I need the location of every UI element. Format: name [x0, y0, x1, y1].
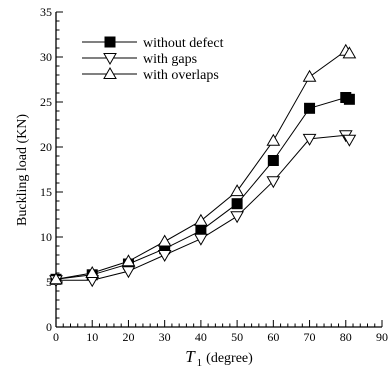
legend-item-with-gaps: with gaps: [82, 52, 197, 67]
x-tick-label: 80: [340, 330, 352, 344]
series-without-defect: [50, 92, 355, 285]
y-tick-label: 35: [40, 5, 52, 19]
y-tick-label: 0: [46, 320, 52, 334]
data-point-with-overlaps: [85, 265, 100, 278]
data-point-with-overlaps: [157, 234, 172, 247]
x-tick-label: 0: [53, 330, 59, 344]
x-axis-title: T 1 (degree): [185, 347, 253, 369]
data-point-without-defect: [267, 155, 279, 166]
x-tick-label: 20: [122, 330, 134, 344]
x-tick-label: 40: [195, 330, 207, 344]
data-point-without-defect: [343, 93, 355, 105]
data-point-with-overlaps: [230, 184, 244, 197]
legend-marker: [103, 53, 117, 66]
x-tick-label: 90: [376, 330, 388, 344]
series-with-gaps: [49, 130, 357, 288]
x-tick-label: 30: [159, 330, 171, 344]
x-tick-label: 60: [267, 330, 279, 344]
axes: 0 10 20 30 40 50 60 70 80 90 0 5 10 15 20 25 30 35: [40, 5, 388, 344]
legend-item-with-overlaps: with overlaps: [82, 66, 219, 83]
x-tick-label: 50: [231, 330, 243, 344]
series-line-with-gaps: [56, 134, 350, 281]
y-tick-label: 25: [40, 95, 52, 109]
data-point-with-overlaps: [342, 46, 357, 59]
legend-label: with gaps: [143, 52, 197, 67]
data-point-with-gaps: [194, 233, 208, 246]
data-point-without-defect: [231, 198, 243, 210]
legend-label: without defect: [143, 36, 224, 51]
x-tick-label: 10: [86, 330, 98, 344]
data-point-with-overlaps: [49, 272, 63, 285]
y-tick-label: 5: [46, 275, 52, 289]
series-with-overlaps: [49, 43, 357, 285]
data-point-with-gaps: [266, 176, 281, 189]
data-point-with-gaps: [302, 133, 317, 146]
series-line-with-overlaps: [55, 50, 350, 280]
y-tick-label: 10: [40, 230, 52, 244]
y-tick-label: 30: [40, 50, 52, 64]
series-line-without-defect: [55, 96, 350, 280]
legend-marker: [104, 36, 116, 48]
y-axis-title: Buckling load (KN): [15, 114, 30, 226]
data-point-with-overlaps: [194, 213, 208, 226]
data-point-with-gaps: [230, 211, 244, 224]
legend-marker: [103, 66, 117, 79]
data-point-with-overlaps: [121, 254, 136, 267]
data-point-without-defect: [304, 102, 316, 114]
data-point-with-gaps: [342, 134, 357, 147]
y-tick-label: 15: [40, 185, 52, 199]
y-tick-label: 20: [40, 140, 52, 154]
legend-item-without-defect: without defect: [82, 36, 224, 51]
axis-labels: T 1 (degree) Buckling load (KN): [15, 114, 253, 369]
data-point-with-gaps: [157, 250, 172, 263]
data-point-with-gaps: [121, 266, 136, 279]
series-layer: [49, 43, 357, 288]
legend-label: with overlaps: [143, 68, 219, 83]
data-point-with-overlaps: [266, 133, 281, 146]
data-point-with-overlaps: [302, 69, 317, 82]
x-tick-label: 70: [304, 330, 316, 344]
